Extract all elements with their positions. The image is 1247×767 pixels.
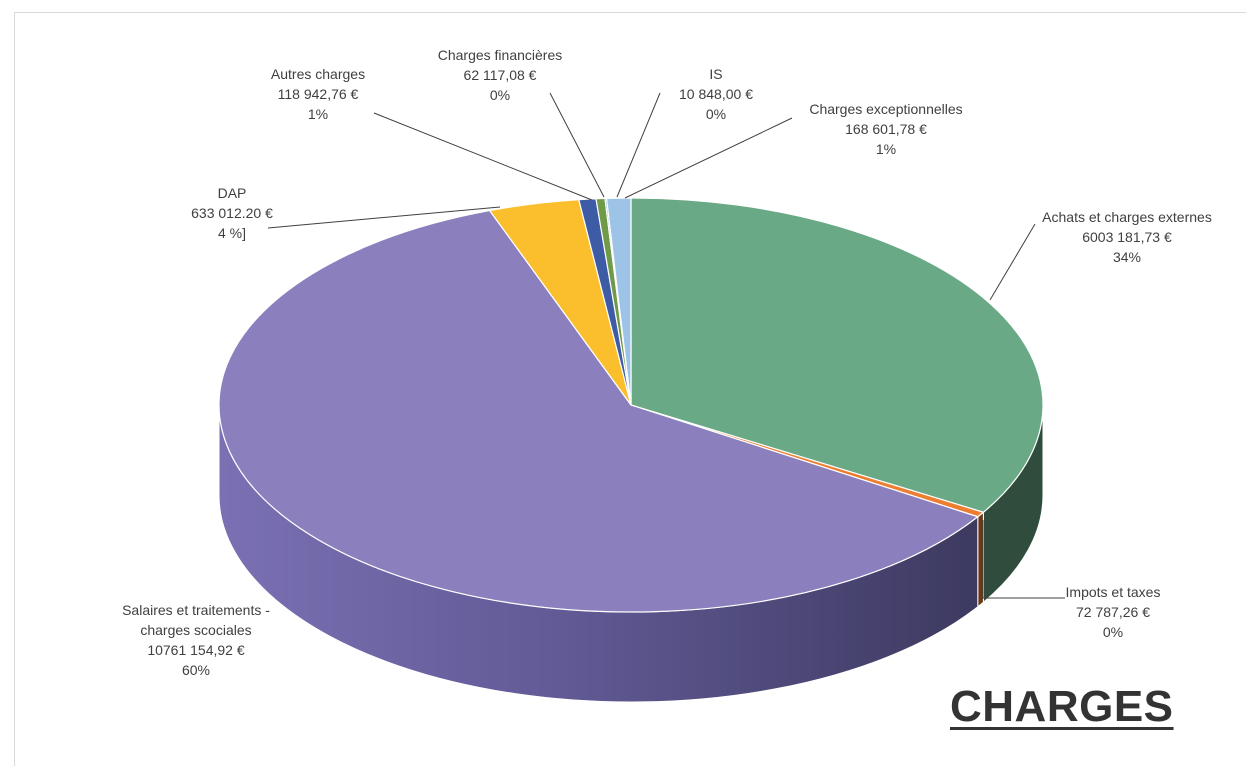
leader-charges-financieres: [549, 92, 605, 198]
label-value-impots-et-taxes: 72 787,26 €: [1076, 604, 1150, 620]
label-achats-et-charges-externes: Achats et charges externes 6003 181,73 € 3…: [1042, 209, 1212, 265]
leader-lines: [267, 92, 1065, 599]
label-value-autres-charges: 118 942,76 €: [278, 86, 359, 102]
label-charges-exceptionnelles: Charges exceptionnelles 168 601,78 € 1%: [809, 101, 962, 157]
label-pct-achats-et-charges-externes: 34%: [1113, 249, 1141, 265]
label-name-salaires-et-traitements-charges-scociales: charges scociales: [140, 622, 251, 638]
label-dap: DAP 633 012.20 € 4 %]: [191, 185, 273, 241]
leader-charges-exceptionnelles: [624, 117, 793, 199]
label-value-charges-exceptionnelles: 168 601,78 €: [845, 121, 927, 137]
label-pct-charges-exceptionnelles: 1%: [876, 141, 896, 157]
label-name-achats-et-charges-externes: Achats et charges externes: [1042, 209, 1212, 225]
label-pct-autres-charges: 1%: [308, 106, 328, 122]
label-name-salaires-et-traitements-charges-scociales: Salaires et traitements -: [122, 602, 270, 618]
chart-frame: [14, 12, 1246, 766]
label-pct-dap: 4 %]: [218, 225, 246, 241]
label-pct-is: 0%: [706, 106, 726, 122]
chart-title: CHARGES: [950, 682, 1174, 731]
pie-slices: [218, 197, 1044, 613]
label-pct-salaires-et-traitements-charges-scociales: 60%: [182, 662, 210, 678]
label-name-charges-financieres: Charges financières: [438, 47, 563, 63]
label-charges-financieres: Charges financières 62 117,08 € 0%: [438, 47, 563, 103]
slice-salaires-et-traitements-charges-scociales: [218, 209, 980, 613]
label-pct-impots-et-taxes: 0%: [1103, 624, 1123, 640]
data-labels: Achats et charges externes 6003 181,73 € 3…: [122, 47, 1212, 678]
label-name-dap: DAP: [218, 185, 247, 201]
leader-impots-et-taxes: [982, 520, 1065, 599]
label-value-achats-et-charges-externes: 6003 181,73 €: [1082, 229, 1172, 245]
label-autres-charges: Autres charges 118 942,76 € 1%: [271, 66, 365, 122]
leader-autres-charges: [373, 112, 593, 201]
slice-achats-et-charges-externes: [630, 197, 1044, 513]
label-value-is: 10 848,00 €: [679, 86, 753, 102]
leader-is: [616, 92, 661, 198]
label-name-impots-et-taxes: Impots et taxes: [1066, 584, 1161, 600]
label-name-charges-exceptionnelles: Charges exceptionnelles: [809, 101, 962, 117]
leader-dap: [267, 206, 501, 229]
label-impots-et-taxes: Impots et taxes 72 787,26 € 0%: [1066, 584, 1161, 640]
label-value-salaires-et-traitements-charges-scociales: 10761 154,92 €: [147, 642, 245, 658]
label-value-dap: 633 012.20 €: [191, 205, 273, 221]
label-name-autres-charges: Autres charges: [271, 66, 365, 82]
label-is: IS 10 848,00 € 0%: [679, 66, 753, 122]
leader-achats-et-charges-externes: [989, 223, 1036, 301]
label-value-charges-financieres: 62 117,08 €: [464, 67, 537, 83]
label-pct-charges-financieres: 0%: [490, 87, 510, 103]
label-salaires-et-traitements-charges-scociales: Salaires et traitements - charges scocial…: [122, 602, 270, 678]
slice-charges-exceptionnelles: [605, 197, 632, 406]
label-name-is: IS: [709, 66, 722, 82]
